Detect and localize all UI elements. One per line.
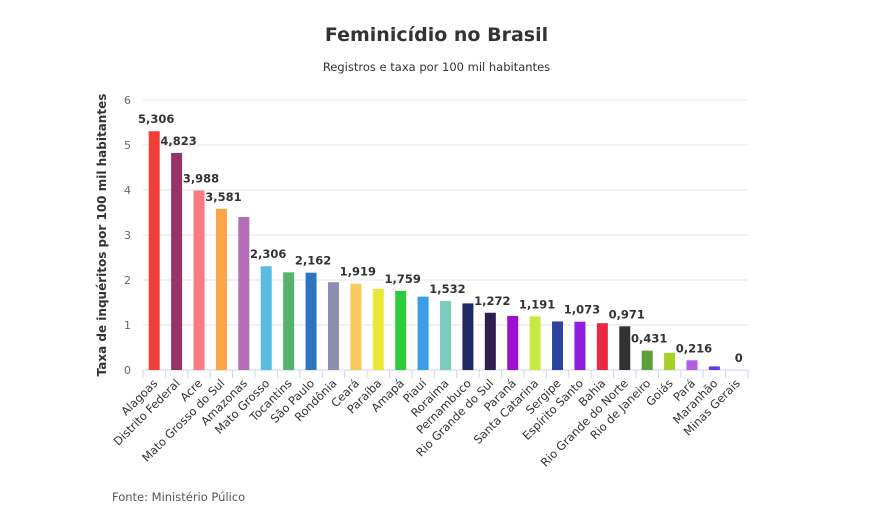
bar	[507, 316, 519, 370]
data-label: 0,216	[676, 341, 712, 355]
bar	[664, 352, 676, 370]
chart-title: Feminicídio no Brasil	[324, 24, 549, 46]
bar	[462, 303, 474, 370]
bar	[596, 323, 608, 370]
bar	[529, 316, 541, 370]
data-label: 0	[735, 351, 743, 365]
bar	[708, 366, 720, 370]
y-tick-label: 0	[124, 364, 131, 377]
y-tick-label: 1	[124, 319, 131, 332]
bar	[484, 312, 496, 370]
data-label: 0,971	[609, 307, 645, 321]
bar	[215, 208, 227, 370]
bar	[686, 360, 698, 370]
data-label: 3,988	[183, 172, 219, 186]
data-label: 1,191	[519, 297, 555, 311]
y-tick-label: 2	[124, 274, 131, 287]
bar	[238, 217, 250, 370]
data-label: 1,272	[474, 294, 510, 308]
data-label: 3,581	[205, 190, 241, 204]
chart-subtitle: Registros e taxa por 100 mil habitantes	[322, 60, 551, 74]
bar	[171, 152, 183, 370]
bar	[305, 272, 317, 370]
bar	[148, 131, 160, 370]
y-axis-title: Taxa de inquéritos por 100 mil habitante…	[95, 94, 109, 377]
y-tick-label: 4	[124, 184, 131, 197]
bar	[417, 296, 429, 370]
data-label: 1,759	[384, 272, 420, 286]
bar	[350, 283, 362, 370]
y-tick-label: 3	[124, 229, 131, 242]
data-label: 5,306	[138, 112, 174, 126]
data-label: 1,073	[564, 303, 600, 317]
y-tick-label: 5	[124, 139, 131, 152]
bar	[440, 301, 451, 370]
bar	[552, 321, 564, 370]
data-label: 1,532	[429, 282, 465, 296]
bar	[641, 350, 653, 370]
bar	[260, 266, 272, 370]
data-label: 1,919	[340, 265, 376, 279]
bar	[372, 289, 384, 370]
bar	[283, 272, 295, 370]
source-note: Fonte: Ministério Púlico	[112, 490, 246, 504]
bar	[193, 190, 205, 370]
bar	[395, 290, 407, 370]
data-label: 2,162	[295, 254, 331, 268]
bar	[619, 326, 631, 370]
bar	[327, 282, 339, 370]
data-label: 4,823	[160, 134, 196, 148]
data-label: 0,431	[631, 332, 667, 346]
bar	[574, 321, 586, 370]
data-label: 2,306	[250, 247, 286, 261]
y-tick-label: 6	[124, 94, 131, 107]
